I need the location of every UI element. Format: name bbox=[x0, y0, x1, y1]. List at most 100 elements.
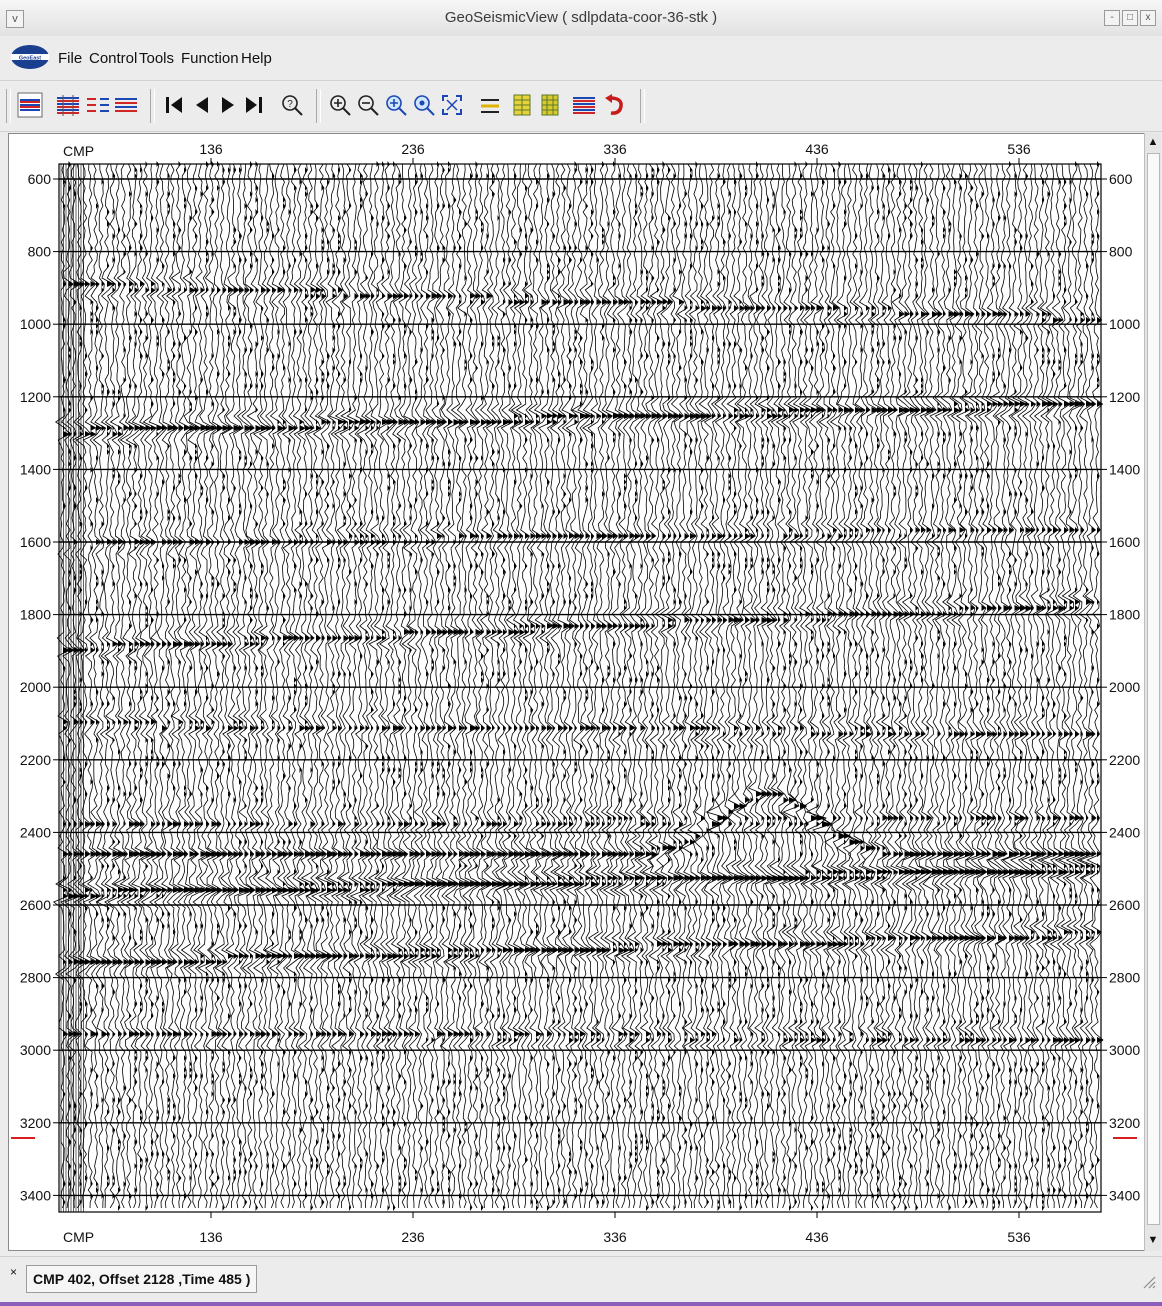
scroll-up-arrow[interactable]: ▲ bbox=[1147, 136, 1159, 148]
seismic-trace-fill bbox=[893, 173, 900, 1211]
seismic-trace bbox=[894, 163, 915, 1209]
seismic-trace-fill bbox=[90, 245, 98, 1199]
seismic-trace bbox=[257, 163, 274, 1209]
wiggle-pair-icon[interactable] bbox=[84, 91, 112, 119]
toolbar-separator bbox=[150, 89, 155, 123]
seismic-trace bbox=[462, 163, 480, 1209]
window-menu-icon[interactable]: v bbox=[6, 10, 24, 28]
y-tick-label-right: 3000 bbox=[1109, 1042, 1140, 1058]
seismic-trace bbox=[483, 163, 503, 1209]
y-tick-label-right: 2800 bbox=[1109, 970, 1140, 986]
seismic-trace bbox=[495, 163, 512, 1209]
seismic-trace-fill bbox=[706, 221, 713, 1205]
first-icon[interactable] bbox=[160, 91, 188, 119]
x-tick-label-top: 136 bbox=[199, 141, 223, 157]
y-tick-label-left: 2000 bbox=[20, 679, 51, 695]
seismic-section-canvas[interactable]: CMP CMP 600 600 800 800 1000 1000 1200 1200 1400… bbox=[9, 134, 1145, 1250]
seismic-trace-fill bbox=[217, 161, 224, 1181]
seismic-trace bbox=[730, 163, 750, 1209]
seismic-trace-fill bbox=[387, 161, 396, 1211]
x-tick-label-bottom: 436 bbox=[805, 1229, 829, 1245]
seismic-trace bbox=[522, 163, 540, 1209]
seismic-trace-fill bbox=[783, 209, 793, 1193]
seismic-trace bbox=[311, 163, 331, 1209]
seismic-trace bbox=[1028, 163, 1045, 1209]
x-tick-label-top: 236 bbox=[401, 141, 425, 157]
seismic-trace-fill bbox=[646, 173, 653, 1211]
zoom-out-icon[interactable] bbox=[354, 91, 382, 119]
last-icon[interactable] bbox=[240, 91, 268, 119]
seismic-trace-fill bbox=[541, 299, 550, 1109]
y-tick-label-left: 2400 bbox=[20, 824, 51, 840]
menu-help[interactable]: Help bbox=[241, 50, 272, 67]
prev-icon[interactable] bbox=[188, 91, 216, 119]
seismic-trace bbox=[1065, 163, 1085, 1209]
seismic-trace-fill bbox=[525, 185, 533, 1163]
seismic-trace bbox=[585, 163, 605, 1209]
seismic-trace-fill bbox=[860, 173, 866, 1175]
seismic-trace-fill bbox=[745, 185, 752, 1199]
seismic-trace-fill bbox=[569, 203, 576, 1175]
maximize-button[interactable]: □ bbox=[1122, 10, 1138, 26]
next-icon[interactable] bbox=[214, 91, 242, 119]
y-tick-label-left: 2600 bbox=[20, 897, 51, 913]
y-tick-label-left: 2800 bbox=[20, 970, 51, 986]
color-bar-icon[interactable] bbox=[570, 91, 598, 119]
horizon-icon[interactable] bbox=[476, 91, 504, 119]
seismic-trace-fill bbox=[662, 161, 671, 1175]
seismic-trace bbox=[613, 163, 632, 1209]
seismic-trace bbox=[176, 163, 194, 1209]
y-tick-label-right: 1400 bbox=[1109, 461, 1140, 477]
fit-icon[interactable] bbox=[438, 91, 466, 119]
menu-control[interactable]: Control bbox=[89, 50, 138, 67]
grid-yellow-icon[interactable] bbox=[508, 91, 536, 119]
zoom-plus-icon[interactable] bbox=[382, 91, 410, 119]
seismic-trace-fill bbox=[1020, 233, 1029, 1097]
seismic-trace bbox=[632, 163, 648, 1209]
zoom-search-icon[interactable] bbox=[410, 91, 438, 119]
seismic-trace bbox=[747, 163, 764, 1209]
wiggle-red-icon[interactable] bbox=[54, 91, 82, 119]
seismic-trace bbox=[824, 163, 840, 1209]
seismic-trace bbox=[576, 163, 594, 1209]
grid-yellow-2-icon[interactable] bbox=[536, 91, 564, 119]
status-close-icon[interactable]: × bbox=[10, 1265, 18, 1279]
vertical-scrollbar[interactable]: ▲ ▼ bbox=[1144, 133, 1161, 1251]
seismic-trace bbox=[999, 163, 1018, 1209]
seismic-trace bbox=[467, 163, 484, 1209]
resize-grip-icon[interactable] bbox=[1142, 1275, 1156, 1289]
wiggle-mixed-icon[interactable] bbox=[112, 91, 140, 119]
axes: CMP CMP bbox=[58, 143, 1102, 1245]
undo-icon[interactable] bbox=[600, 91, 628, 119]
menu-tools[interactable]: Tools bbox=[139, 50, 175, 67]
seismic-trace bbox=[939, 163, 958, 1209]
scroll-down-arrow[interactable]: ▼ bbox=[1147, 1234, 1159, 1246]
close-button[interactable]: x bbox=[1140, 10, 1156, 26]
seismic-trace-fill bbox=[129, 191, 138, 1199]
seismic-trace-fill bbox=[305, 167, 312, 1199]
seismic-trace bbox=[456, 163, 474, 1209]
seismic-trace-fill bbox=[519, 227, 528, 1037]
seismic-trace bbox=[86, 163, 103, 1209]
seismic-trace bbox=[500, 163, 516, 1209]
zoom-in-icon[interactable] bbox=[326, 91, 354, 119]
seismic-trace bbox=[274, 163, 291, 1209]
seismic-display-icon[interactable] bbox=[16, 91, 44, 119]
seismic-trace-fill bbox=[574, 161, 582, 1199]
minimize-button[interactable]: - bbox=[1104, 10, 1120, 26]
y-tick-label-left: 1200 bbox=[20, 389, 51, 405]
seismic-trace-fill bbox=[849, 407, 858, 1169]
menu-function[interactable]: Function bbox=[181, 50, 239, 67]
seismic-trace-fill bbox=[943, 185, 952, 1115]
seismic-trace bbox=[602, 163, 623, 1209]
seismic-trace-fill bbox=[959, 173, 968, 1169]
seismic-trace bbox=[204, 163, 221, 1209]
scrollbar-thumb[interactable] bbox=[1147, 153, 1160, 1225]
seismic-trace bbox=[377, 163, 397, 1209]
seismic-section-view[interactable]: CMP CMP 600 600 800 800 1000 1000 1200 1200 1400… bbox=[8, 133, 1160, 1251]
menu-file[interactable]: File bbox=[58, 50, 83, 67]
seismic-trace bbox=[208, 163, 225, 1209]
seismic-trace bbox=[844, 163, 863, 1209]
seismic-trace bbox=[252, 163, 270, 1209]
query-zoom-icon[interactable]: ? bbox=[278, 91, 306, 119]
